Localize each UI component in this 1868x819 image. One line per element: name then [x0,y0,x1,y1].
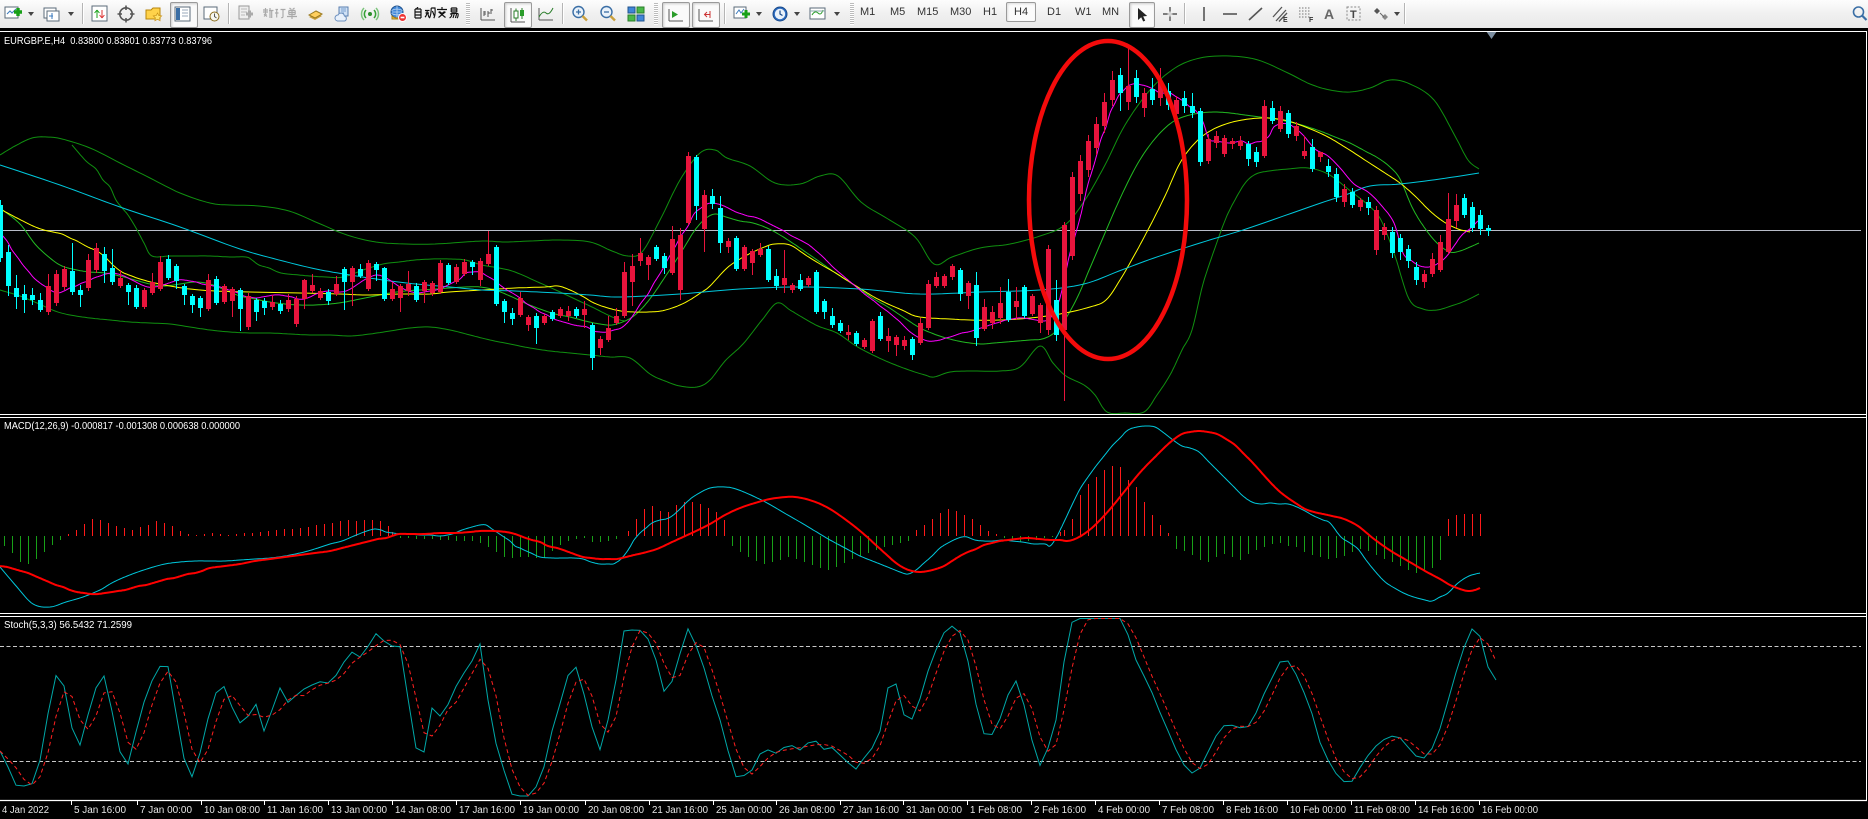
svg-text:20 Jan 08:00: 20 Jan 08:00 [588,805,644,816]
svg-text:31 Jan 00:00: 31 Jan 00:00 [906,805,962,816]
svg-text:21 Jan 16:00: 21 Jan 16:00 [652,805,708,816]
svg-text:8 Feb 16:00: 8 Feb 16:00 [1226,805,1278,816]
svg-text:19 Jan 00:00: 19 Jan 00:00 [523,805,579,816]
svg-text:F: F [1309,17,1314,24]
svg-text:T: T [1350,9,1357,21]
svg-text:14 Jan 08:00: 14 Jan 08:00 [395,805,451,816]
svg-text:EURGBP.E,H4 0.83800 0.83801 0: EURGBP.E,H4 0.83800 0.83801 0.83773 0.83… [4,35,212,47]
svg-text:14 Feb 16:00: 14 Feb 16:00 [1418,805,1474,816]
svg-text:MACD(12,26,9) -0.000817 -0.001: MACD(12,26,9) -0.000817 -0.001308 0.0006… [4,420,240,432]
svg-text:7 Jan 00:00: 7 Jan 00:00 [140,805,192,816]
svg-text:17 Jan 16:00: 17 Jan 16:00 [459,805,515,816]
svg-text:2 Feb 16:00: 2 Feb 16:00 [1034,805,1086,816]
svg-text:27 Jan 16:00: 27 Jan 16:00 [843,805,899,816]
svg-text:7 Feb 08:00: 7 Feb 08:00 [1162,805,1214,816]
svg-text:Stoch(5,3,3) 56.5432 71.2599: Stoch(5,3,3) 56.5432 71.2599 [4,619,132,631]
svg-text:4 Jan 2022: 4 Jan 2022 [2,805,49,816]
svg-text:5 Jan 16:00: 5 Jan 16:00 [74,805,126,816]
svg-text:1 Feb 08:00: 1 Feb 08:00 [970,805,1022,816]
svg-text:16 Feb 00:00: 16 Feb 00:00 [1482,805,1538,816]
svg-text:11 Jan 16:00: 11 Jan 16:00 [267,805,323,816]
svg-text:11 Feb 08:00: 11 Feb 08:00 [1354,805,1410,816]
svg-text:10 Jan 08:00: 10 Jan 08:00 [204,805,260,816]
svg-text:13 Jan 00:00: 13 Jan 00:00 [331,805,387,816]
svg-text:25 Jan 00:00: 25 Jan 00:00 [716,805,772,816]
svg-text:A: A [1324,6,1334,22]
svg-text:26 Jan 08:00: 26 Jan 08:00 [779,805,835,816]
svg-text:10 Feb 00:00: 10 Feb 00:00 [1290,805,1346,816]
svg-text:E: E [1283,17,1288,24]
svg-text:4 Feb 00:00: 4 Feb 00:00 [1098,805,1150,816]
